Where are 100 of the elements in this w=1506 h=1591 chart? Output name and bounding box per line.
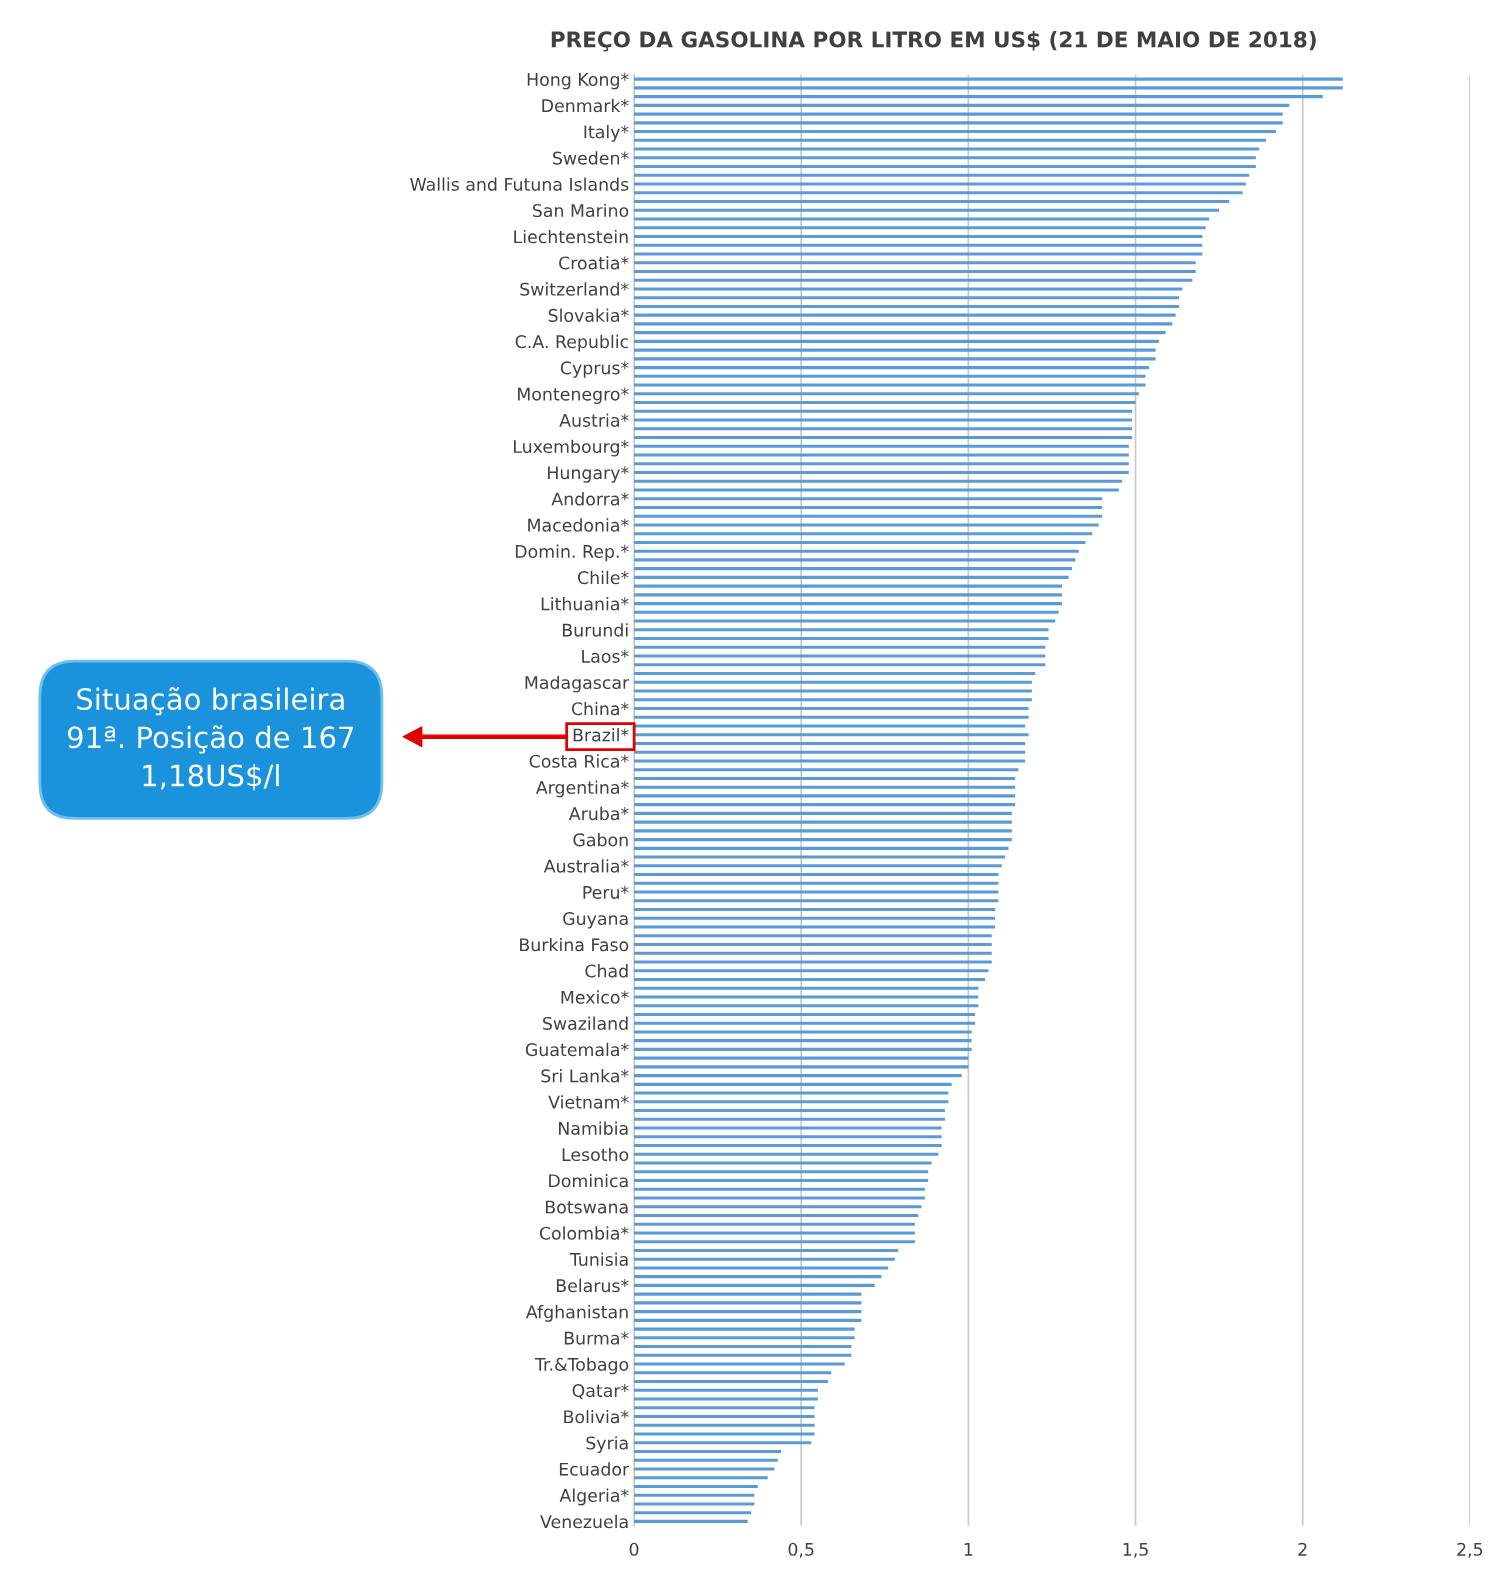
bar	[634, 173, 1250, 177]
bar	[634, 1484, 758, 1488]
y-tick-label: Australia*	[543, 859, 629, 873]
bar	[634, 514, 1103, 518]
x-tick-label: 2	[1298, 1542, 1307, 1556]
bar	[634, 1056, 969, 1060]
bar	[634, 811, 1012, 815]
y-tick-label: Brazil*	[573, 728, 629, 742]
bar	[634, 1213, 919, 1217]
y-tick-label: Swaziland	[543, 1016, 628, 1031]
bar	[634, 532, 1093, 536]
bar	[634, 217, 1210, 221]
bar	[634, 628, 1049, 632]
y-tick-label: Macedonia*	[528, 518, 629, 532]
y-tick-label: Argentina*	[535, 780, 629, 798]
bar	[634, 121, 1283, 125]
bar	[634, 1458, 778, 1462]
bar	[634, 488, 1119, 492]
bar	[634, 339, 1159, 343]
bar	[634, 680, 1032, 684]
bar	[634, 304, 1179, 308]
bar	[634, 156, 1256, 160]
y-tick-label: Guyana	[563, 911, 628, 929]
x-tick-label: 2,5	[1457, 1542, 1483, 1558]
y-tick-label: Hungary*	[548, 466, 629, 483]
bar	[634, 960, 992, 964]
y-tick-label: Wallis and Futuna Islands	[410, 177, 629, 191]
text: Situação brasileira 91ª. Posição de 167 1,18US$/l	[67, 686, 354, 791]
y-tick-label: Afghanistan	[525, 1305, 628, 1322]
y-tick-label: San Marino	[532, 203, 629, 218]
bar	[634, 401, 1136, 405]
bar	[634, 672, 1036, 676]
bar	[634, 1467, 775, 1471]
bar	[634, 269, 1196, 273]
bar	[634, 444, 1129, 448]
bar	[634, 593, 1062, 597]
bar	[634, 191, 1243, 195]
bar	[634, 1257, 895, 1261]
bar	[634, 750, 1026, 754]
y-tick-label: China*	[571, 701, 629, 716]
bar	[634, 523, 1099, 527]
bar	[634, 733, 1029, 737]
bar	[634, 226, 1206, 230]
bar	[634, 348, 1156, 352]
x-tick-label: 0,5	[788, 1542, 814, 1558]
y-tick-label: Domin. Rep.*	[515, 544, 629, 562]
y-tick-label: Austria*	[559, 413, 629, 427]
bar	[634, 1266, 889, 1270]
bar	[634, 453, 1129, 457]
bar	[634, 1091, 949, 1095]
bar	[634, 567, 1072, 571]
y-tick-label: Andorra*	[551, 492, 629, 506]
bar	[634, 243, 1203, 247]
bar	[634, 1327, 855, 1331]
bar	[634, 1240, 915, 1244]
bar	[634, 1135, 942, 1139]
bar	[634, 969, 989, 973]
bar	[634, 925, 996, 929]
chart-title: PREÇO DA GASOLINA POR LITRO EM US$ (21 DE MAIO DE 2018)	[551, 30, 1316, 52]
y-tick-label: Denmark*	[542, 98, 629, 113]
bar	[634, 698, 1032, 702]
bar	[634, 322, 1173, 326]
bar	[634, 899, 999, 903]
bar	[634, 1292, 862, 1296]
bar	[634, 977, 986, 981]
bar	[634, 418, 1133, 422]
y-tick-label: Burundi	[562, 623, 628, 637]
bar	[634, 575, 1069, 579]
bar	[634, 436, 1133, 440]
x-tick-label: 0	[629, 1542, 639, 1556]
bar	[634, 313, 1176, 317]
bar	[634, 1004, 979, 1008]
bar	[634, 497, 1103, 501]
bar	[634, 724, 1026, 728]
bar	[634, 278, 1193, 282]
bar	[634, 409, 1133, 413]
bar	[634, 208, 1220, 212]
bar	[634, 908, 996, 912]
y-tick-label: Switzerland*	[520, 282, 629, 296]
bar	[634, 846, 1009, 850]
bar	[634, 86, 1343, 90]
bar	[634, 1511, 752, 1515]
bar	[634, 1082, 952, 1086]
bar	[634, 864, 1002, 868]
y-tick-label: Laos*	[582, 649, 629, 663]
bar	[634, 1493, 755, 1497]
bar	[634, 1414, 815, 1419]
bar	[634, 1109, 945, 1113]
bar	[634, 357, 1156, 361]
bar	[634, 1065, 969, 1069]
bar	[634, 794, 1016, 798]
bar	[634, 95, 1323, 99]
bar	[634, 1074, 962, 1078]
y-tick-label: Italy*	[584, 125, 629, 142]
bar	[634, 1353, 852, 1357]
bar	[634, 427, 1133, 431]
bar	[634, 768, 1019, 772]
bar	[634, 715, 1029, 719]
bar	[634, 1476, 768, 1480]
bar	[634, 1152, 939, 1156]
